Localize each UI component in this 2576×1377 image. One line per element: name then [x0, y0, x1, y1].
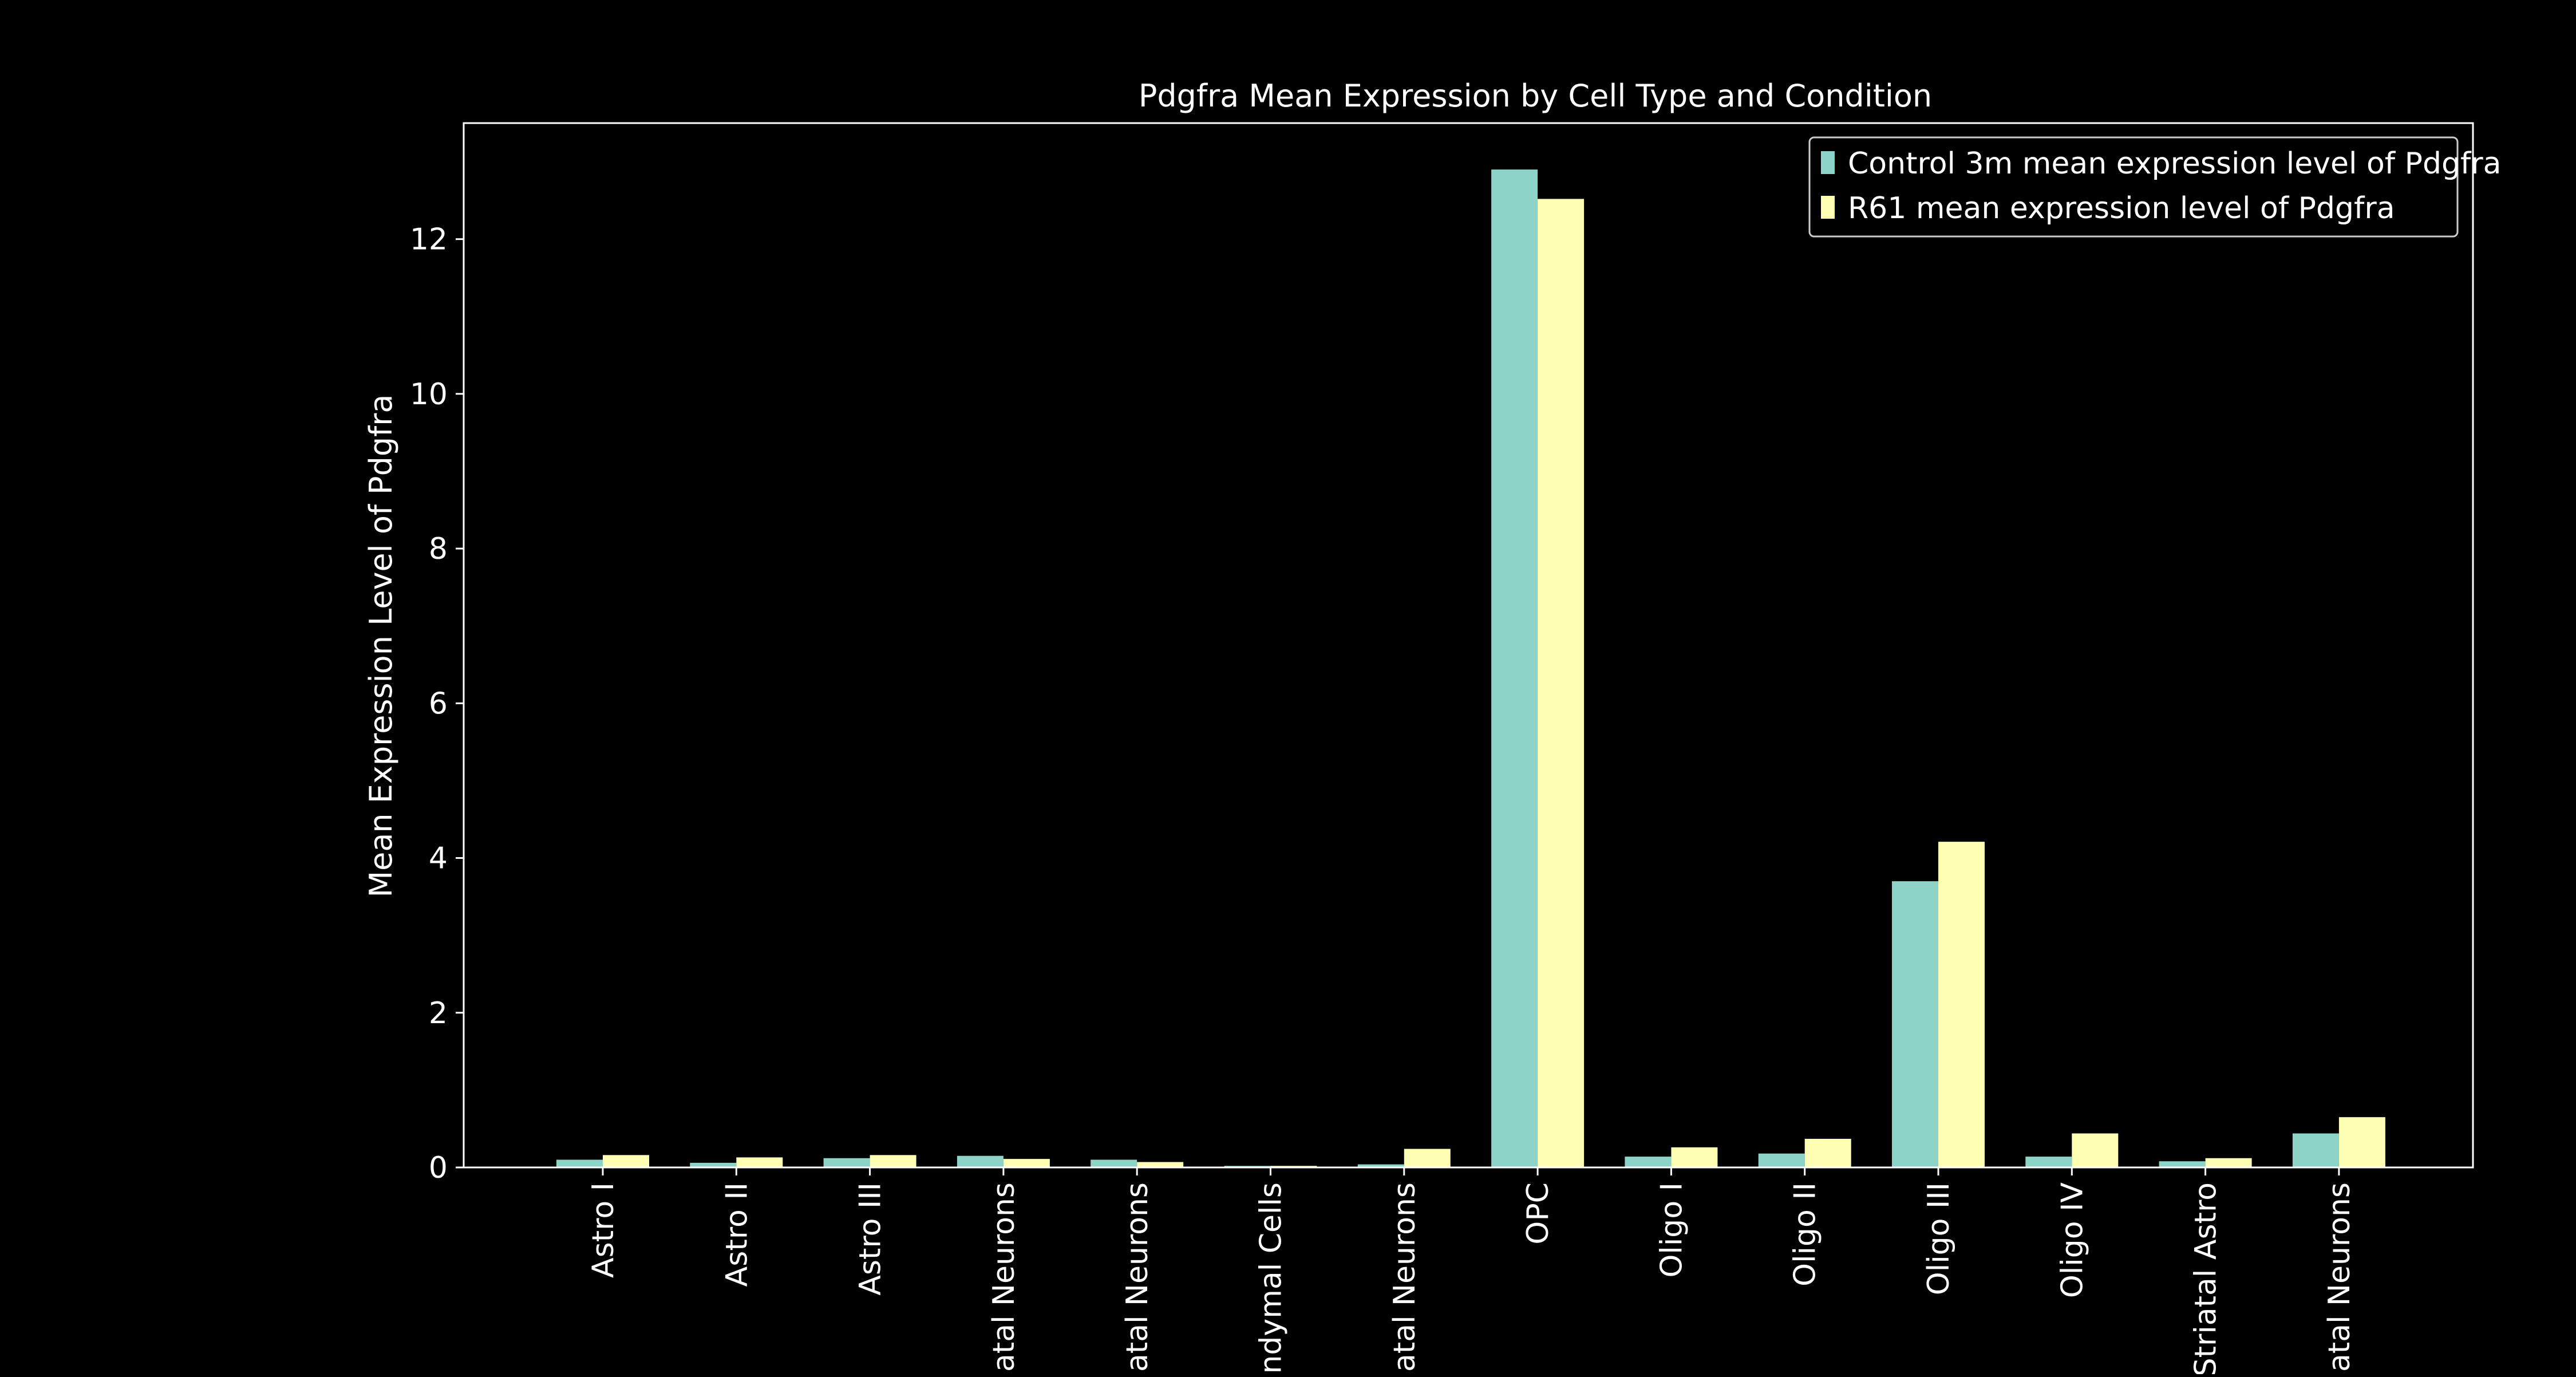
x-tick-label: Astro III: [854, 1182, 888, 1296]
bar-series-1-3: [823, 1158, 870, 1167]
bar-series-2-5: [1137, 1162, 1184, 1167]
legend-frame: [1808, 136, 2459, 238]
bar-series-2-12: [2072, 1133, 2119, 1167]
bar-series-1-1: [556, 1159, 603, 1167]
bar-series-1-8: [1491, 169, 1538, 1168]
x-tick-label: Striatal Astro: [2189, 1182, 2223, 1374]
bar-series-1-14: [2292, 1133, 2339, 1167]
x-tick-label: atal Neurons: [2322, 1182, 2357, 1372]
bar-series-2-7: [1404, 1149, 1451, 1167]
y-tick-label: 6: [429, 686, 448, 721]
bar-series-1-4: [957, 1155, 1003, 1167]
x-tick-label: Astro I: [586, 1182, 621, 1278]
y-axis-ticks: 0 2 4 6 8 10 12: [410, 223, 464, 1185]
bar-series-2-4: [1003, 1159, 1050, 1167]
x-tick-label: OPC: [1521, 1182, 1555, 1245]
x-tick-label: Oligo III: [1922, 1182, 1956, 1295]
y-tick-label: 8: [429, 532, 448, 566]
bar-series-2-13: [2205, 1158, 2252, 1167]
bar-series-2-10: [1804, 1139, 1851, 1167]
bar-series-2-1: [603, 1155, 649, 1167]
bar-series-1-12: [2025, 1157, 2072, 1167]
legend-label: R61 mean expression level of Pdgfra: [1848, 191, 2395, 226]
y-tick-label: 4: [429, 842, 448, 876]
bar-series-1-11: [1892, 881, 1938, 1167]
x-tick-label: Astro II: [720, 1182, 754, 1287]
x-tick-label: Oligo I: [1654, 1182, 1689, 1278]
bar-series-2-3: [870, 1155, 916, 1167]
bar-series-1-9: [1625, 1157, 1672, 1167]
bar-series-2-9: [1671, 1147, 1718, 1167]
legend-swatch: [1821, 196, 1835, 219]
legend-label: Control 3m mean expression level of Pdgf…: [1848, 147, 2502, 181]
x-tick-label: Oligo IV: [2055, 1182, 2089, 1299]
y-axis-label: Mean Expression Level of Pdgfra: [363, 394, 399, 898]
axes-frame: [463, 122, 2474, 1169]
chart-title: Pdgfra Mean Expression by Cell Type and …: [1139, 78, 1932, 114]
x-tick-label: atal Neurons: [1120, 1182, 1155, 1372]
bar-series-1-7: [1357, 1164, 1404, 1167]
y-tick-label: 2: [429, 996, 448, 1031]
bar-series-1-2: [690, 1162, 737, 1167]
x-tick-label: atal Neurons: [1388, 1182, 1422, 1372]
x-tick-label: atal Neurons: [987, 1182, 1021, 1372]
x-tick-label: ndymal Cells: [1254, 1182, 1289, 1374]
bar-series-1-10: [1758, 1153, 1805, 1167]
x-axis-ticks: Astro I Astro II Astro III atal Neurons atal…: [586, 1167, 2357, 1376]
bar-series-2-8: [1538, 199, 1585, 1167]
x-tick-label: Oligo II: [1788, 1182, 1823, 1287]
bars-group: [556, 169, 2385, 1168]
bar-series-1-13: [2159, 1161, 2206, 1167]
bar-series-1-5: [1091, 1159, 1137, 1167]
legend-swatch: [1821, 151, 1835, 174]
legend: Control 3m mean expression level of Pdgf…: [1808, 136, 2502, 238]
y-tick-label: 10: [410, 377, 448, 412]
y-tick-label: 12: [410, 223, 448, 257]
y-tick-label: 0: [429, 1151, 448, 1185]
bar-series-2-11: [1938, 842, 1985, 1167]
bar-series-2-14: [2338, 1117, 2385, 1167]
bar-series-2-2: [736, 1157, 783, 1167]
